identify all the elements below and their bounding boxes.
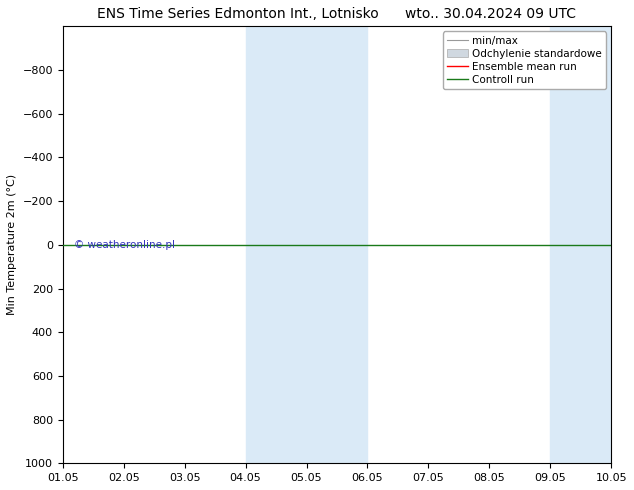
Title: ENS Time Series Edmonton Int., Lotnisko      wto.. 30.04.2024 09 UTC: ENS Time Series Edmonton Int., Lotnisko … [98,7,576,21]
Bar [306,26,368,464]
Y-axis label: Min Temperature 2m (°C): Min Temperature 2m (°C) [7,174,17,316]
Bar [550,26,611,464]
Legend: min/max, Odchylenie standardowe, Ensemble mean run, Controll run: min/max, Odchylenie standardowe, Ensembl… [443,31,606,89]
Bar [611,26,634,464]
Text: © weatheronline.pl: © weatheronline.pl [74,240,175,250]
Bar [245,26,306,464]
